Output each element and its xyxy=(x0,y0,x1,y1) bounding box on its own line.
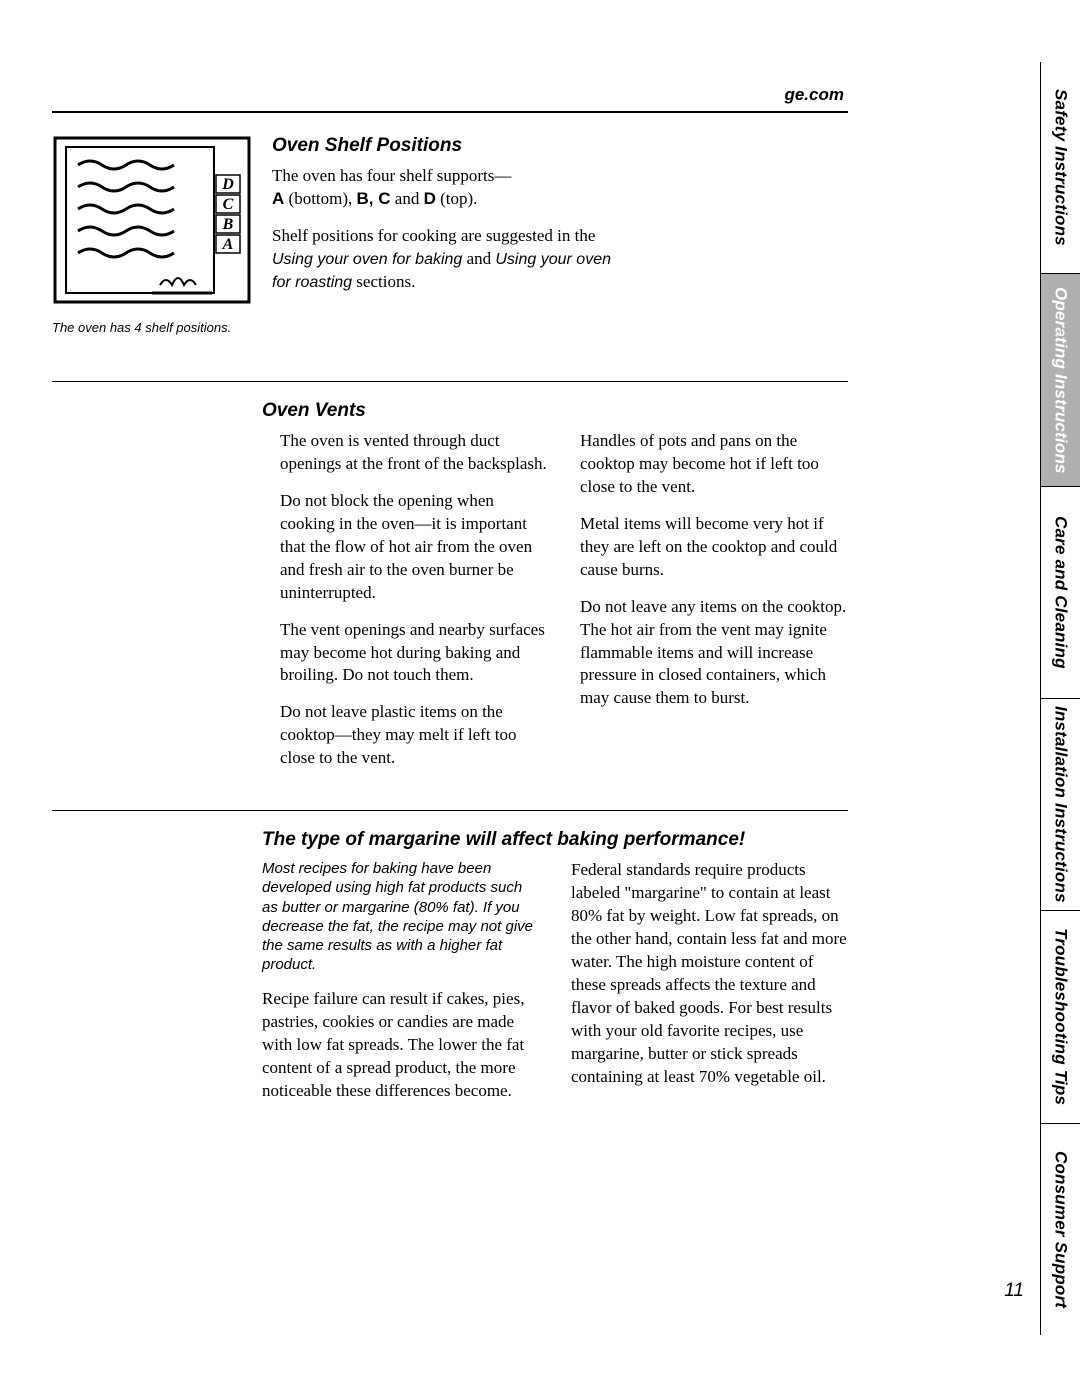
vents-left-col: The oven is vented through duct openings… xyxy=(280,430,548,784)
shelf-p2: Shelf positions for cooking are suggeste… xyxy=(272,225,612,294)
text: (top). xyxy=(436,189,478,208)
divider xyxy=(52,810,848,811)
label-a: A xyxy=(272,189,284,208)
margarine-right-col: Federal standards require products label… xyxy=(571,859,848,1117)
label-d: D xyxy=(424,189,436,208)
vents-right-p: Do not leave any items on the cooktop. T… xyxy=(580,596,848,711)
text: and xyxy=(391,189,424,208)
tab-consumer-support[interactable]: Consumer Support xyxy=(1041,1123,1080,1335)
text: The oven has four shelf supports— xyxy=(272,166,511,185)
section-shelf-positions: D C B A The oven has 4 shelf positions. … xyxy=(52,135,848,335)
section-oven-vents: Oven Vents The oven is vented through du… xyxy=(52,400,848,784)
margarine-left-p: Recipe failure can result if cakes, pies… xyxy=(262,988,539,1103)
label-bc: B, C xyxy=(357,189,391,208)
margarine-left-col: Most recipes for baking have been develo… xyxy=(262,859,539,1117)
vents-columns: The oven is vented through duct openings… xyxy=(262,430,848,784)
vents-right-p: Handles of pots and pans on the cooktop … xyxy=(580,430,848,499)
text: (bottom), xyxy=(284,189,356,208)
margarine-right-p: Federal standards require products label… xyxy=(571,859,848,1088)
margarine-heading: The type of margarine will affect baking… xyxy=(262,829,848,851)
shelf-p1: The oven has four shelf supports— A (bot… xyxy=(272,165,612,211)
vents-left-p: The oven is vented through duct openings… xyxy=(280,430,548,476)
text: sections. xyxy=(352,272,415,291)
margarine-columns: Most recipes for baking have been develo… xyxy=(262,859,848,1117)
ref-baking: Using your oven for baking xyxy=(272,251,462,268)
tab-care-and-cleaning[interactable]: Care and Cleaning xyxy=(1041,486,1080,698)
margarine-intro: Most recipes for baking have been develo… xyxy=(262,859,539,974)
tab-operating-instructions[interactable]: Operating Instructions xyxy=(1041,273,1080,485)
vents-right-p: Metal items will become very hot if they… xyxy=(580,513,848,582)
svg-text:C: C xyxy=(223,196,234,213)
vents-heading: Oven Vents xyxy=(262,400,848,422)
svg-text:D: D xyxy=(221,176,234,193)
header-url: ge.com xyxy=(52,85,848,105)
svg-text:A: A xyxy=(222,236,234,253)
side-tabs: Safety Instructions Operating Instructio… xyxy=(1040,62,1080,1335)
tab-troubleshooting-tips[interactable]: Troubleshooting Tips xyxy=(1041,910,1080,1122)
tab-safety-instructions[interactable]: Safety Instructions xyxy=(1041,62,1080,273)
page-number: 11 xyxy=(1004,1280,1024,1302)
vents-left-p: Do not leave plastic items on the cookto… xyxy=(280,701,548,770)
oven-diagram-icon: D C B A xyxy=(52,135,252,305)
vents-left-p: Do not block the opening when cooking in… xyxy=(280,490,548,605)
shelf-heading: Oven Shelf Positions xyxy=(272,135,612,157)
divider xyxy=(52,381,848,382)
page-content: ge.com D C xyxy=(52,85,848,1117)
text: Shelf positions for cooking are suggeste… xyxy=(272,226,595,245)
divider-top xyxy=(52,111,848,113)
figure-column: D C B A The oven has 4 shelf positions. xyxy=(52,135,252,335)
svg-text:B: B xyxy=(222,216,234,233)
vents-right-col: Handles of pots and pans on the cooktop … xyxy=(580,430,848,784)
text: and xyxy=(462,249,495,268)
figure-caption: The oven has 4 shelf positions. xyxy=(52,320,252,335)
vents-left-p: The vent openings and nearby surfaces ma… xyxy=(280,619,548,688)
shelf-text: Oven Shelf Positions The oven has four s… xyxy=(272,135,612,335)
tab-installation-instructions[interactable]: Installation Instructions xyxy=(1041,698,1080,910)
section-margarine: The type of margarine will affect baking… xyxy=(52,829,848,1117)
